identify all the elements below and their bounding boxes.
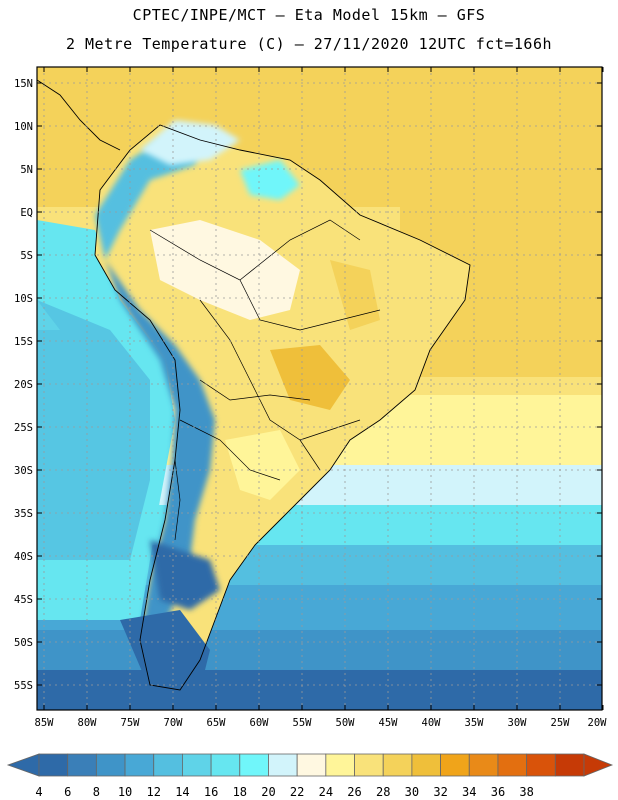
legend-tick-label: 16	[204, 785, 218, 799]
lon-label: 80W	[78, 717, 98, 729]
legend-tick-label: 18	[233, 785, 247, 799]
legend-tick-label: 10	[118, 785, 132, 799]
lat-label: 25S	[14, 422, 33, 434]
legend-tick-label: 20	[261, 785, 275, 799]
legend-swatch	[210, 753, 241, 777]
legend-tick-label: 32	[433, 785, 447, 799]
lon-label: 55W	[293, 717, 313, 729]
lat-label: 5N	[20, 164, 33, 176]
longitude-axis: 85W 80W 75W 70W 65W 60W 55W 50W 45W 40W …	[35, 717, 608, 729]
legend-swatch	[67, 753, 97, 777]
lon-label: 50W	[336, 717, 356, 729]
legend-tick-label: 4	[35, 785, 42, 799]
lat-label: 30S	[14, 465, 33, 477]
lon-label: 75W	[121, 717, 141, 729]
legend-high-arrow	[583, 753, 614, 777]
lat-label: 45S	[14, 594, 33, 606]
lon-label: 40W	[422, 717, 442, 729]
lat-label: 50S	[14, 637, 33, 649]
lat-label: 15S	[14, 336, 33, 348]
legend-tick-label: 14	[175, 785, 189, 799]
map-field	[37, 67, 602, 710]
lat-label: 15N	[14, 78, 33, 90]
legend-tick-label: 8	[93, 785, 100, 799]
map-title: CPTEC/INPE/MCT – Eta Model 15km – GFS	[132, 6, 486, 24]
legend-swatch	[440, 753, 470, 777]
lat-label: 35S	[14, 508, 33, 520]
lat-label: EQ	[20, 207, 33, 219]
legend-tick-label: 26	[347, 785, 361, 799]
legend-tick-label: 36	[491, 785, 505, 799]
lat-label: 10N	[14, 121, 33, 133]
latitude-axis: 15N 10N 5N EQ 5S 10S 15S 20S 25S 30S 35S…	[14, 78, 33, 692]
legend-tick-label: 28	[376, 785, 390, 799]
legend-tick-label: 22	[290, 785, 304, 799]
axis-ticks	[37, 67, 604, 710]
legend-swatch	[124, 753, 155, 777]
legend-swatch	[325, 753, 355, 777]
legend-swatch	[38, 753, 69, 777]
legend-swatch	[354, 753, 384, 777]
lon-label: 35W	[465, 717, 485, 729]
lon-label: 45W	[379, 717, 399, 729]
legend-tick-label: 12	[147, 785, 161, 799]
legend-swatch	[239, 753, 269, 777]
legend-tick-label: 34	[462, 785, 476, 799]
lat-label: 5S	[20, 250, 33, 262]
legend-low-arrow	[6, 753, 40, 777]
legend-swatch	[95, 753, 126, 777]
temperature-map: 15N 10N 5N EQ 5S 10S 15S 20S 25S 30S 35S…	[14, 66, 608, 729]
legend-swatch	[554, 753, 585, 777]
legend-tick-label: 24	[319, 785, 333, 799]
lat-label: 55S	[14, 680, 33, 692]
legend-swatch	[153, 753, 183, 777]
lon-label: 85W	[35, 717, 55, 729]
legend-tick-label: 30	[405, 785, 419, 799]
legend-tick-labels: 4 6 8 10 12 14 16 18 20 22 24 26 28 30 32 34 36 38	[35, 785, 533, 799]
lon-label: 65W	[207, 717, 227, 729]
legend-swatch	[296, 753, 327, 777]
lon-label: 60W	[250, 717, 270, 729]
legend-swatch	[468, 753, 499, 777]
map-frame	[36, 66, 603, 711]
legend-swatch	[526, 753, 556, 777]
lon-label: 30W	[508, 717, 528, 729]
legend-swatches	[6, 753, 614, 777]
legend-swatch	[268, 753, 298, 777]
legend-tick-label: 38	[519, 785, 533, 799]
legend-swatch	[182, 753, 212, 777]
legend-swatch	[411, 753, 441, 777]
lon-label: 20W	[588, 717, 608, 729]
color-legend: 4 6 8 10 12 14 16 18 20 22 24 26 28 30 32 34 36 38	[6, 753, 614, 799]
legend-swatch	[497, 753, 528, 777]
legend-swatch	[382, 753, 413, 777]
lon-label: 25W	[551, 717, 571, 729]
legend-tick-label: 6	[64, 785, 71, 799]
map-subtitle: 2 Metre Temperature (C) – 27/11/2020 12U…	[65, 35, 553, 53]
lon-label: 70W	[164, 717, 184, 729]
lat-label: 10S	[14, 293, 33, 305]
lat-label: 20S	[14, 379, 33, 391]
lat-label: 40S	[14, 551, 33, 563]
